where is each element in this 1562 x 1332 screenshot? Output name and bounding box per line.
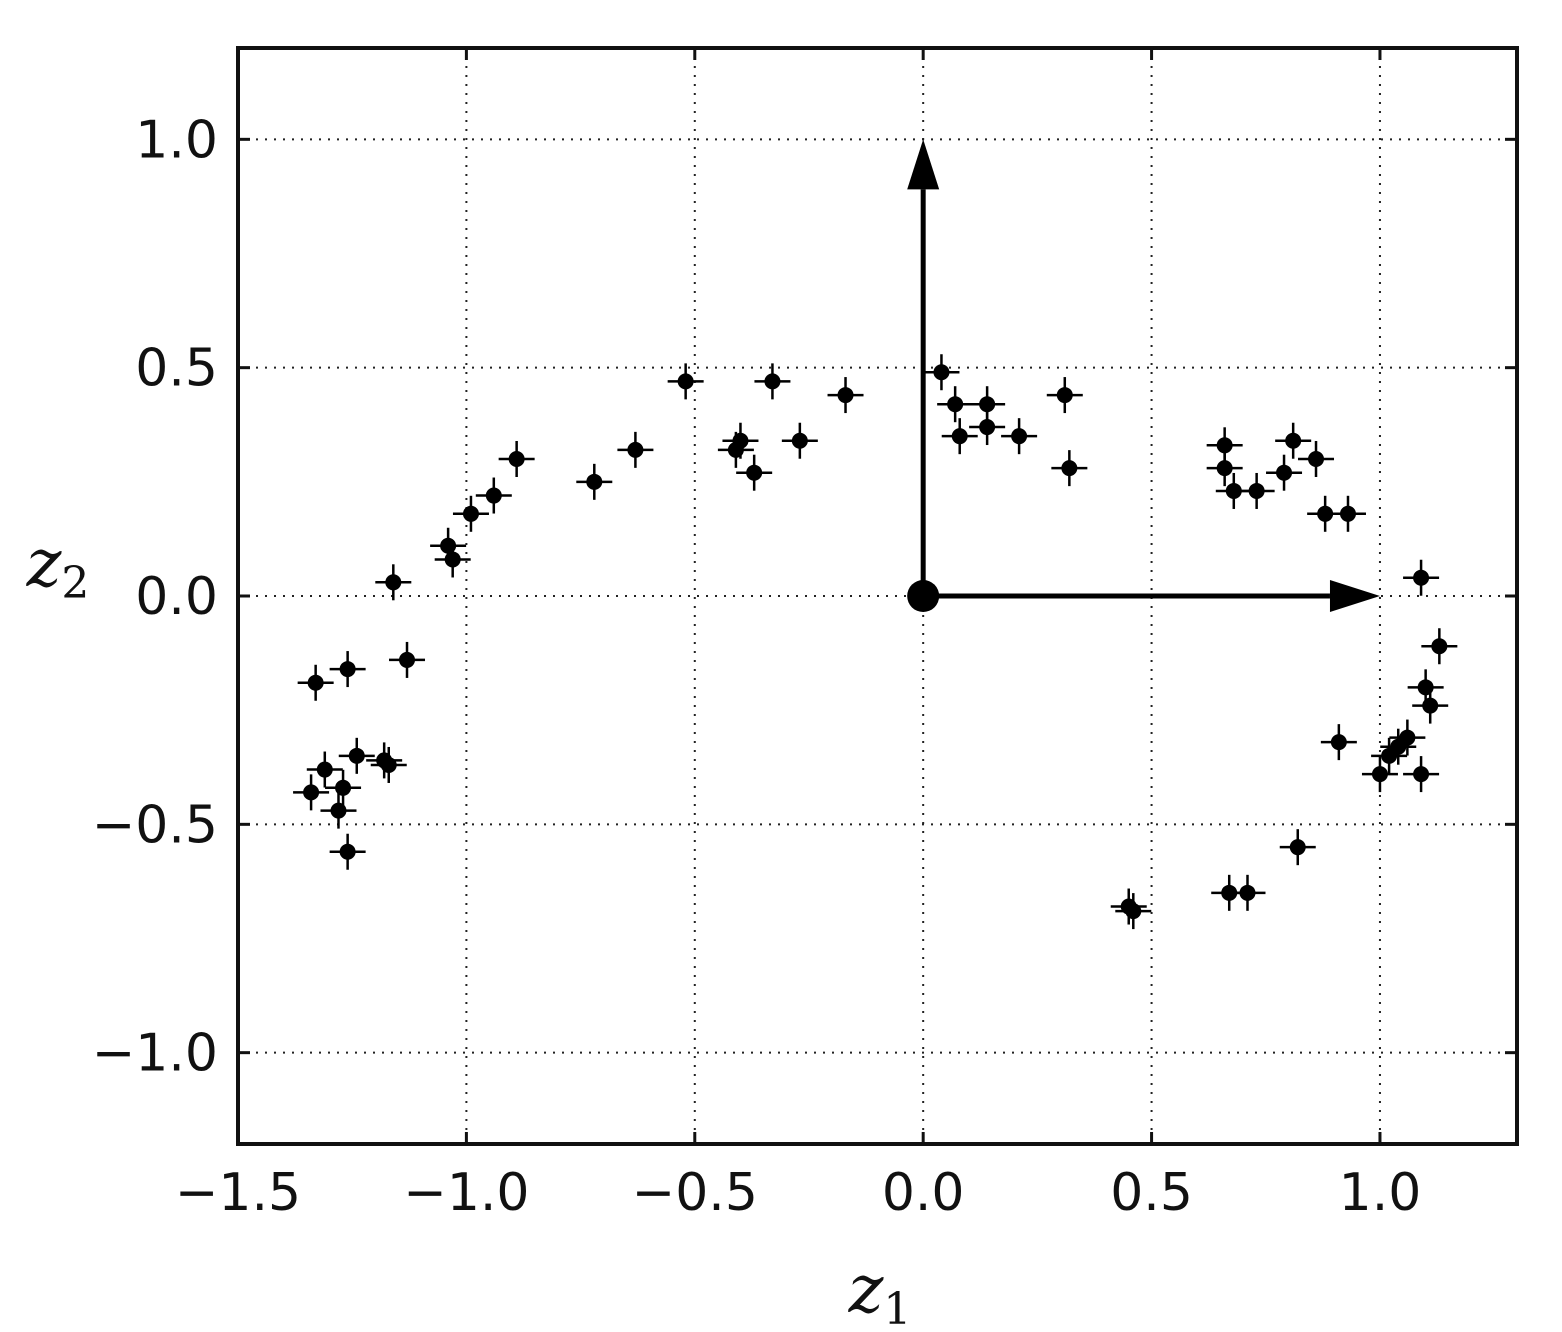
x-tick-label: −0.5 — [632, 1163, 758, 1223]
data-point — [452, 495, 489, 532]
data-point — [1329, 495, 1366, 532]
data-point — [617, 431, 654, 468]
y-tick-label: −1.0 — [92, 1024, 218, 1084]
y-tick-label: 0.0 — [135, 567, 218, 627]
data-point — [1001, 418, 1038, 455]
data-point — [338, 737, 375, 774]
data-point — [1403, 559, 1440, 596]
x-tick-label: −1.5 — [175, 1163, 301, 1223]
data-point — [1320, 724, 1357, 761]
data-point — [1412, 687, 1449, 724]
grid-lines — [238, 48, 1517, 1144]
data-point — [1211, 874, 1248, 911]
y-axis-label: z2 — [26, 525, 90, 609]
data-point — [941, 418, 978, 455]
data-point — [306, 751, 343, 788]
basis-arrow-head — [907, 139, 940, 190]
x-tick-label: 0.5 — [1110, 1163, 1193, 1223]
data-point — [969, 386, 1006, 423]
data-point — [754, 363, 791, 400]
x-tick-label: −1.0 — [403, 1163, 529, 1223]
x-tick-label: 0.0 — [882, 1163, 965, 1223]
y-tick-label: 0.5 — [135, 339, 218, 399]
data-point — [827, 377, 864, 414]
data-point — [1298, 441, 1335, 477]
data-point — [1051, 450, 1088, 487]
data-point — [1229, 874, 1266, 911]
data-point — [320, 792, 357, 829]
data-points — [293, 354, 1458, 930]
data-point — [1206, 450, 1243, 487]
data-point — [1238, 472, 1275, 509]
y-axis-ticks: 1.0 0.5 0.0 −0.5 −1.0 — [92, 110, 1517, 1084]
data-point — [736, 454, 773, 491]
data-point — [297, 664, 334, 701]
y-tick-label: 1.0 — [135, 110, 218, 170]
data-point — [781, 422, 818, 459]
data-point — [1307, 495, 1344, 532]
data-point — [329, 651, 366, 688]
data-point — [1266, 454, 1303, 491]
data-point — [1279, 829, 1316, 866]
data-point — [498, 441, 535, 477]
basis-arrow-head — [1329, 580, 1380, 612]
data-point — [1421, 628, 1458, 665]
data-point — [1403, 756, 1440, 793]
data-point — [1389, 719, 1426, 756]
x-axis-ticks: −1.5 −1.0 −0.5 0.0 0.5 1.0 — [175, 48, 1421, 1223]
data-point — [1115, 893, 1152, 930]
origin-marker — [907, 580, 940, 612]
data-point — [923, 354, 960, 391]
data-point — [667, 363, 704, 400]
x-axis-label: z1 — [848, 1251, 912, 1332]
data-point — [1275, 422, 1312, 459]
data-point — [329, 833, 366, 870]
data-point — [434, 541, 471, 578]
data-point — [722, 422, 759, 459]
x-tick-label: 1.0 — [1339, 1163, 1422, 1223]
data-point — [389, 641, 426, 678]
data-point — [375, 564, 412, 601]
data-point — [325, 769, 362, 806]
data-point — [1361, 756, 1398, 793]
data-point — [937, 386, 974, 423]
y-tick-label: −0.5 — [92, 795, 218, 855]
data-point — [475, 477, 512, 514]
data-point — [293, 774, 330, 811]
basis-arrows — [907, 139, 1380, 612]
data-point — [1046, 377, 1083, 414]
data-point — [576, 463, 613, 500]
data-point — [370, 746, 407, 783]
